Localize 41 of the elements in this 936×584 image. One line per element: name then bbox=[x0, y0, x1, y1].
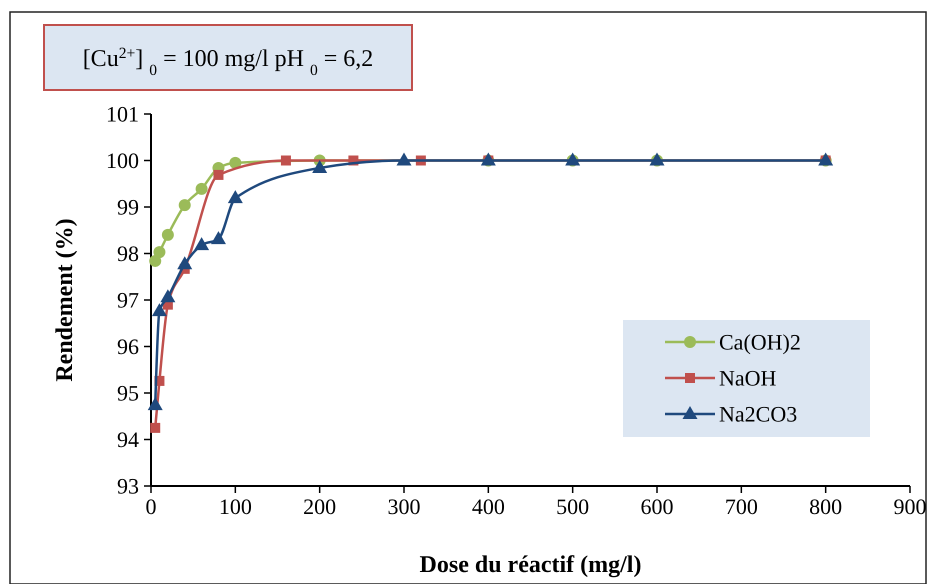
x-tick-label: 300 bbox=[388, 494, 420, 519]
point bbox=[152, 303, 167, 316]
y-tick-label: 97 bbox=[117, 288, 139, 313]
y-tick-label: 99 bbox=[117, 194, 139, 220]
point bbox=[153, 246, 166, 258]
point bbox=[150, 422, 160, 433]
point bbox=[312, 160, 328, 173]
y-tick-label: 101 bbox=[106, 102, 139, 127]
point bbox=[228, 190, 243, 204]
x-tick-label: 800 bbox=[809, 494, 842, 519]
point bbox=[178, 199, 191, 212]
point bbox=[162, 228, 174, 241]
legend-label: Ca(OH)2 bbox=[719, 330, 801, 355]
y-axis-title: Rendement (%) bbox=[52, 218, 78, 382]
y-tick-label: 100 bbox=[106, 148, 139, 174]
y-tick-label: 98 bbox=[117, 241, 139, 266]
x-tick-label: 500 bbox=[556, 494, 590, 519]
point bbox=[210, 231, 226, 244]
point bbox=[160, 289, 176, 302]
x-tick-label: 200 bbox=[303, 494, 336, 519]
point bbox=[280, 156, 291, 166]
legend-label: NaOH bbox=[719, 366, 777, 391]
point bbox=[194, 237, 210, 250]
y-tick-label: 95 bbox=[117, 380, 139, 406]
y-tick-label: 93 bbox=[117, 474, 139, 499]
x-axis-title: Dose du réactif (mg/l) bbox=[420, 552, 642, 578]
point bbox=[177, 256, 192, 270]
point bbox=[213, 170, 224, 180]
point bbox=[148, 397, 163, 410]
x-tick-label: 400 bbox=[472, 494, 505, 519]
y-tick-label: 94 bbox=[117, 427, 139, 452]
text: [Cu$^{2+}$] $_{0}$ = 100 mg/l pH $_{0}$ = 6,2 bbox=[82, 44, 374, 78]
legend-label: Na2CO3 bbox=[719, 402, 798, 427]
point bbox=[196, 182, 208, 195]
x-tick-label: 100 bbox=[218, 494, 252, 519]
point bbox=[149, 254, 162, 267]
x-tick-label: 700 bbox=[724, 494, 758, 519]
x-tick-label: 0 bbox=[146, 494, 156, 519]
point bbox=[396, 152, 412, 166]
x-tick-label: 600 bbox=[640, 494, 674, 519]
y-tick-label: 96 bbox=[117, 334, 139, 360]
